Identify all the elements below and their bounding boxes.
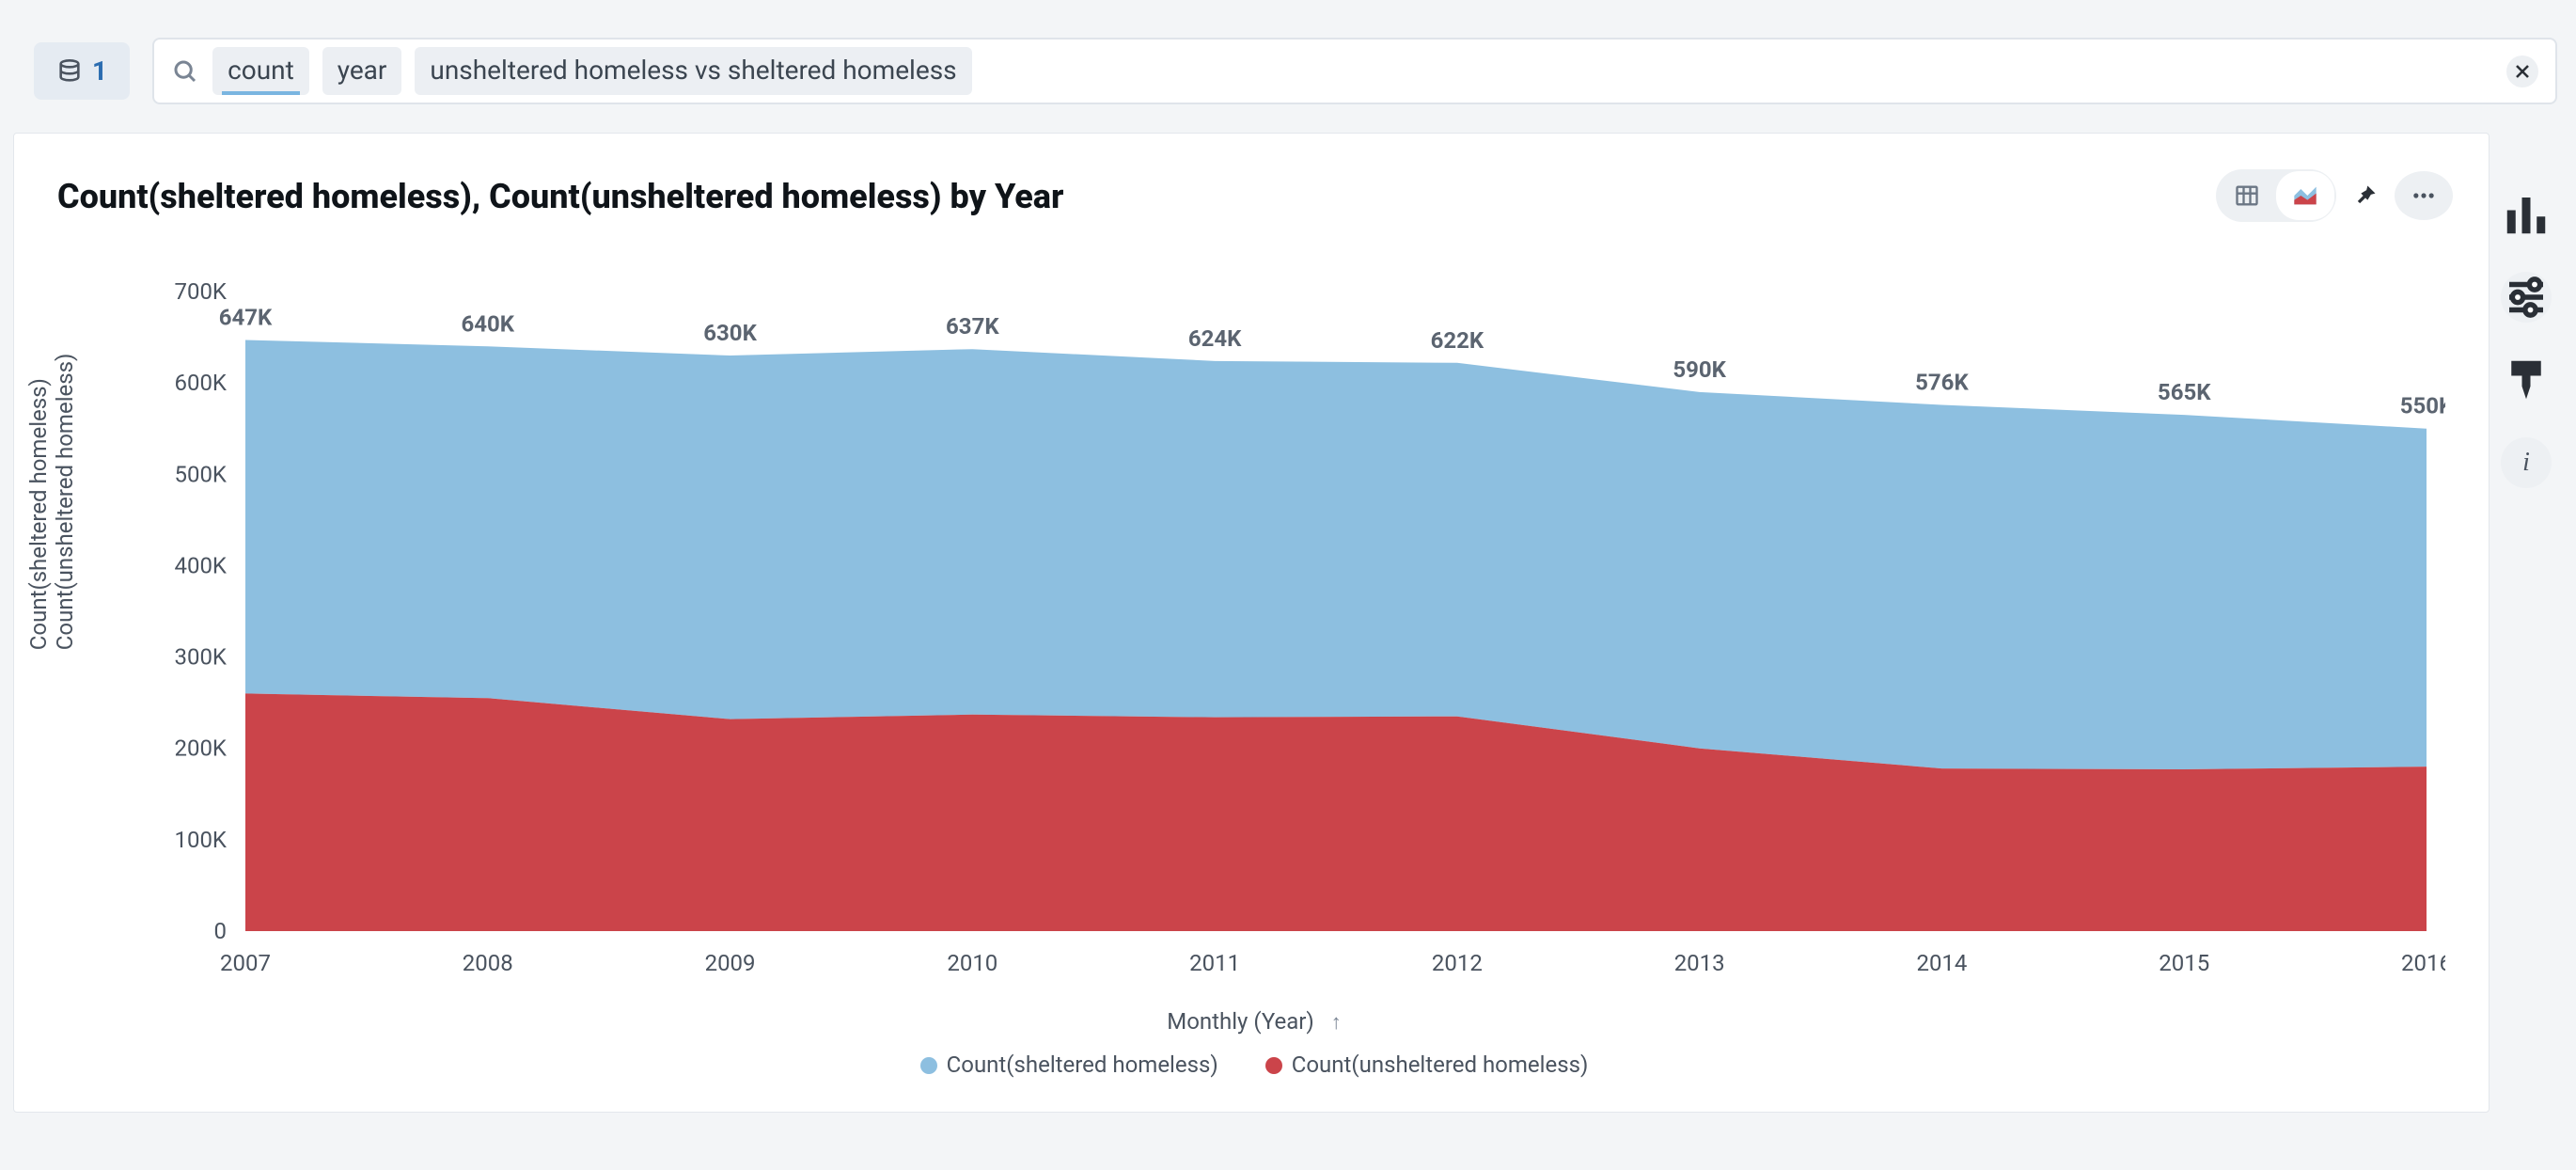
y-axis-label: Count(sheltered homeless) Count(unshelte… — [25, 354, 78, 651]
database-icon — [56, 58, 83, 85]
sliders-icon — [2501, 272, 2552, 323]
svg-text:2009: 2009 — [705, 950, 756, 976]
svg-text:2008: 2008 — [463, 950, 513, 976]
svg-text:2012: 2012 — [1432, 950, 1483, 976]
svg-text:2013: 2013 — [1674, 950, 1725, 976]
svg-text:2011: 2011 — [1189, 950, 1240, 976]
svg-text:2007: 2007 — [220, 950, 271, 976]
search-pill-year[interactable]: year — [322, 47, 402, 95]
more-icon — [2411, 182, 2437, 209]
info-button[interactable]: i — [2501, 437, 2552, 488]
chart-view-button[interactable] — [2276, 171, 2334, 220]
x-axis-label: Monthly (Year)↑ — [57, 1008, 2451, 1035]
bar-chart-icon — [2501, 189, 2552, 240]
search-pill-count[interactable]: count — [212, 47, 309, 95]
svg-text:2016: 2016 — [2401, 950, 2445, 976]
pin-icon — [2352, 182, 2379, 209]
chart-type-button[interactable] — [2501, 189, 2552, 240]
legend-series1: Count(sheltered homeless) — [947, 1051, 1218, 1078]
svg-text:624K: 624K — [1188, 325, 1242, 352]
svg-text:576K: 576K — [1915, 369, 1969, 395]
table-view-button[interactable] — [2218, 171, 2276, 220]
info-icon: i — [2522, 448, 2530, 478]
svg-text:2010: 2010 — [947, 950, 997, 976]
search-pill-text[interactable]: unsheltered homeless vs sheltered homele… — [415, 47, 971, 95]
svg-text:400K: 400K — [174, 552, 227, 578]
data-source-chip[interactable]: 1 — [34, 42, 130, 100]
chart-title: Count(sheltered homeless), Count(unshelt… — [57, 177, 2451, 216]
svg-text:640K: 640K — [461, 310, 514, 337]
svg-text:300K: 300K — [174, 644, 227, 671]
svg-text:622K: 622K — [1431, 327, 1484, 354]
data-source-count: 1 — [92, 55, 107, 87]
svg-text:200K: 200K — [174, 735, 227, 762]
clear-search-button[interactable] — [2506, 55, 2538, 87]
paintbrush-icon — [2501, 355, 2552, 405]
sort-ascending-icon: ↑ — [1331, 1011, 1342, 1035]
svg-text:647K: 647K — [219, 304, 273, 330]
svg-text:500K: 500K — [174, 461, 227, 487]
legend-series2: Count(unsheltered homeless) — [1292, 1051, 1589, 1078]
svg-text:100K: 100K — [174, 827, 227, 853]
settings-button[interactable] — [2501, 272, 2552, 323]
svg-text:0: 0 — [214, 918, 228, 944]
search-icon — [171, 57, 199, 86]
chart-legend: Count(sheltered homeless) Count(unshelte… — [57, 1051, 2451, 1078]
pin-button[interactable] — [2336, 171, 2395, 220]
svg-text:2015: 2015 — [2159, 950, 2209, 976]
svg-text:565K: 565K — [2158, 379, 2211, 405]
area-chart-icon — [2292, 182, 2318, 209]
svg-text:550K: 550K — [2400, 393, 2445, 419]
svg-text:590K: 590K — [1673, 356, 1726, 383]
svg-text:630K: 630K — [703, 320, 757, 346]
svg-text:600K: 600K — [174, 370, 227, 396]
svg-text:2014: 2014 — [1916, 950, 1967, 976]
svg-text:700K: 700K — [174, 278, 227, 305]
chart-card: Count(sheltered homeless), Count(unshelt… — [13, 133, 2490, 1113]
paint-button[interactable] — [2501, 355, 2552, 405]
more-actions-button[interactable] — [2395, 171, 2453, 220]
search-bar[interactable]: count year unsheltered homeless vs shelt… — [152, 38, 2557, 104]
svg-text:637K: 637K — [946, 313, 999, 340]
table-icon — [2234, 182, 2260, 209]
area-chart: 0 100K 200K 300K 400K 500K 600K 700K647K 640K 630… — [57, 254, 2445, 988]
close-icon — [2515, 64, 2530, 79]
